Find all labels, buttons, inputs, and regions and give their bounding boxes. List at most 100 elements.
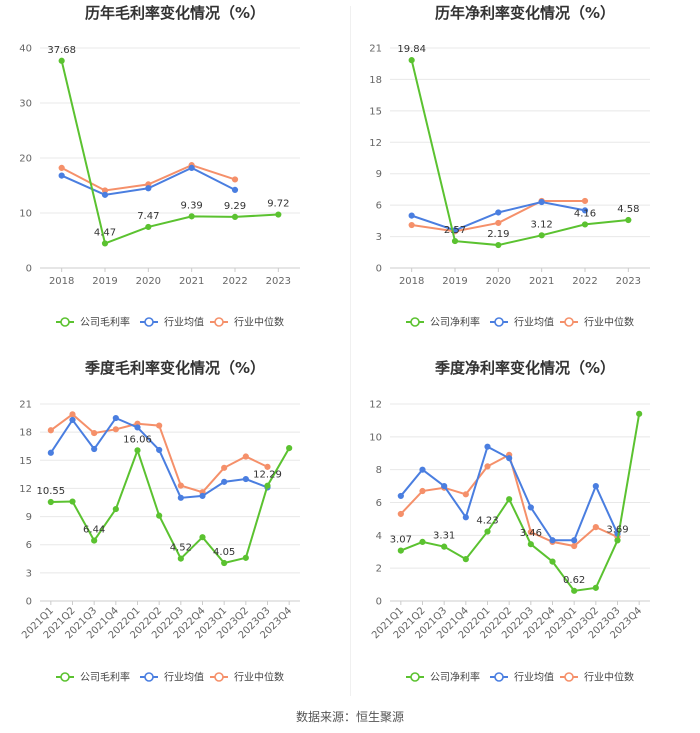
legend-item-median: 行业中位数	[210, 671, 284, 684]
data-point-company	[69, 498, 76, 505]
data-point-median	[527, 528, 534, 536]
data-point-median	[242, 453, 249, 460]
data-point-company	[231, 213, 239, 221]
data-label: 4.23	[476, 516, 498, 527]
data-point-avg	[134, 424, 141, 431]
data-point-median	[264, 463, 271, 470]
x-tick-label: 2021	[529, 276, 554, 287]
data-point-avg	[199, 492, 206, 500]
annual-net-chart: 历年净利率变化情况（%） 0 3 6 9 12 15 18 21 2018 2019 2020 2021…	[369, 4, 650, 329]
legend-label: 公司毛利率	[80, 671, 130, 684]
y-tick-label: 0	[376, 597, 382, 608]
y-tick-label: 0	[376, 264, 382, 275]
y-tick-label: 3	[376, 232, 382, 243]
data-point-median	[581, 197, 589, 205]
data-label: 3.31	[433, 531, 455, 542]
data-label: 2.57	[444, 225, 466, 236]
data-point-company	[275, 211, 282, 218]
data-point-company	[156, 512, 163, 519]
data-point-company	[408, 57, 415, 64]
legend-label: 行业均值	[514, 316, 554, 329]
legend-item-median: 行业中位数	[210, 316, 284, 329]
legend-swatch-marker	[144, 317, 154, 327]
data-label: 4.16	[574, 208, 596, 219]
data-label: 9.72	[267, 199, 289, 210]
data-label: 6.44	[83, 525, 105, 536]
data-point-avg	[397, 492, 404, 500]
data-point-avg	[242, 475, 249, 483]
data-label: 10.55	[37, 486, 66, 497]
data-label: 2.19	[487, 229, 509, 240]
data-point-company	[592, 584, 599, 591]
annual-gross-chart: 历年毛利率变化情况（%） 0 10 20 30 40 2018 2019 2020 2021 202…	[19, 4, 300, 329]
data-label: 16.06	[123, 434, 152, 445]
data-point-company	[112, 505, 119, 513]
data-point-company	[264, 482, 271, 489]
data-point-company	[221, 559, 228, 567]
data-label: 7.47	[137, 211, 159, 222]
data-point-company	[636, 410, 643, 417]
legend-swatch-marker	[60, 317, 70, 327]
y-tick-label: 12	[369, 138, 382, 149]
legend-label: 行业均值	[164, 671, 204, 684]
x-tick-label: 2020	[486, 276, 511, 287]
x-tick-label: 2019	[442, 276, 467, 287]
data-point-company	[242, 554, 249, 561]
y-tick-label: 21	[19, 400, 32, 411]
legend-swatch-marker	[564, 317, 574, 327]
chart-panel-annual-gross: 历年毛利率变化情况（%） 0 10 20 30 40 2018 2019 2020 2021 202…	[0, 0, 350, 355]
legend-item-avg: 行业均值	[490, 671, 554, 684]
data-point-avg	[408, 212, 415, 219]
y-tick-label: 0	[26, 264, 32, 275]
legend-swatch-marker	[214, 317, 224, 327]
data-point-avg	[441, 482, 448, 490]
data-point-median	[592, 524, 599, 531]
data-point-median	[408, 221, 415, 229]
legend-label: 行业均值	[514, 671, 554, 684]
chart-title: 历年净利率变化情况（%）	[435, 4, 615, 22]
data-point-avg	[462, 514, 469, 521]
legend-item-median: 行业中位数	[560, 316, 634, 329]
data-point-company	[101, 240, 109, 247]
legend-label: 公司净利率	[430, 671, 480, 684]
data-point-avg	[484, 443, 491, 450]
data-point-avg	[506, 455, 513, 462]
data-point-avg	[156, 446, 163, 454]
data-label: 4.47	[94, 227, 116, 238]
data-label: 9.39	[181, 200, 203, 211]
y-tick-label: 21	[369, 44, 382, 55]
legend-swatch-marker	[60, 672, 70, 682]
data-point-company	[441, 543, 448, 550]
data-point-company	[177, 555, 184, 562]
legend-swatch-marker	[410, 672, 420, 682]
data-point-median	[112, 426, 119, 433]
legend-item-avg: 行业均值	[140, 316, 204, 329]
data-point-median	[231, 176, 239, 183]
y-tick-label: 40	[19, 44, 32, 55]
legend-label: 公司净利率	[430, 316, 480, 329]
data-point-company	[91, 537, 98, 544]
y-tick-label: 18	[19, 428, 32, 439]
x-tick-label: 2018	[49, 276, 74, 287]
data-point-company	[549, 558, 556, 565]
data-label: 9.29	[224, 201, 246, 212]
x-tick-label: 2022	[222, 276, 247, 287]
chart-panel-quarterly-gross: 季度毛利率变化情况（%） 0 3 6 9 12 15 18 21 2021Q1 2021Q2 2021…	[0, 355, 350, 710]
data-point-median	[419, 487, 426, 495]
legend-swatch-marker	[410, 317, 420, 327]
data-point-median	[58, 164, 65, 171]
legend-swatch-marker	[494, 317, 504, 327]
data-label: 3.07	[390, 535, 412, 546]
data-point-company	[625, 216, 632, 224]
data-point-company	[462, 556, 469, 563]
data-point-company	[571, 587, 578, 594]
data-point-avg	[188, 164, 195, 171]
y-tick-label: 20	[19, 154, 32, 165]
quarterly-net-chart: 季度净利率变化情况（%）0246810122021Q12021Q22021Q32…	[369, 359, 650, 684]
data-point-company	[47, 498, 54, 506]
y-tick-label: 15	[369, 106, 382, 117]
y-tick-label: 9	[26, 512, 32, 523]
data-point-company	[506, 496, 513, 503]
legend-label: 行业中位数	[584, 316, 634, 329]
x-tick-label: 2022	[572, 276, 597, 287]
